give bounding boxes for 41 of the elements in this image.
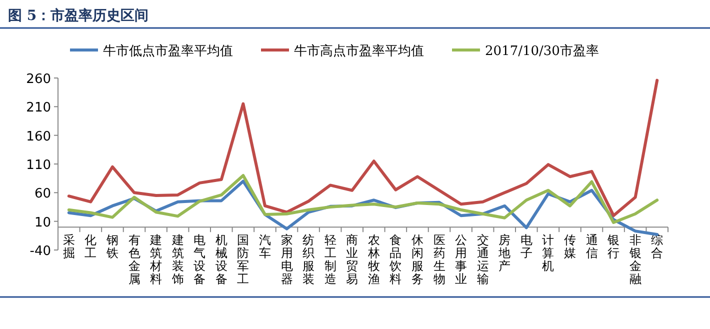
line-series bbox=[67, 78, 659, 218]
x-tick-label: 交通运输 bbox=[476, 233, 489, 286]
x-tick-label: 轻工制造 bbox=[324, 233, 336, 286]
x-tick-label: 电子 bbox=[520, 233, 532, 260]
legend-label: 牛市高点市盈率平均值 bbox=[294, 43, 424, 59]
x-tick-label: 建筑材料 bbox=[149, 233, 162, 286]
x-tick-label: 综合 bbox=[651, 233, 664, 260]
x-tick-label: 钢铁 bbox=[105, 233, 118, 260]
x-tick-label: 电气设备 bbox=[194, 233, 206, 286]
y-tick-label: 110 bbox=[26, 158, 51, 173]
x-tick-label: 通信 bbox=[586, 233, 598, 260]
x-tick-label: 有色金属 bbox=[128, 233, 140, 286]
legend-label: 2017/10/30市盈率 bbox=[485, 43, 599, 59]
x-tick-label: 家用电器 bbox=[280, 233, 293, 286]
y-tick-label: 10 bbox=[34, 215, 51, 230]
y-tick-label: -40 bbox=[30, 244, 51, 259]
x-tick-label: 建筑装饰 bbox=[170, 233, 184, 286]
x-tick-label: 化工 bbox=[84, 233, 97, 260]
legend-label: 牛市低点市盈率平均值 bbox=[103, 43, 233, 59]
y-tick-label: 60 bbox=[34, 186, 51, 202]
x-tick-label: 纺织服装 bbox=[302, 233, 315, 286]
x-tick-label: 计算机 bbox=[542, 233, 554, 274]
x-tick-label: 公用事业 bbox=[455, 233, 468, 286]
x-tick-label: 休闲服务 bbox=[411, 233, 424, 286]
y-tick-label: 210 bbox=[26, 100, 51, 116]
x-tick-label: 食品饮料 bbox=[388, 233, 402, 286]
x-tick-label: 机械设备 bbox=[215, 233, 228, 286]
x-tick-label: 银行 bbox=[606, 233, 620, 260]
x-tick-label: 传媒 bbox=[564, 233, 576, 260]
x-tick-label: 采掘 bbox=[62, 233, 75, 260]
line-series bbox=[67, 174, 659, 224]
x-tick-label: 农林牧渔 bbox=[366, 233, 380, 286]
y-tick-label: 160 bbox=[26, 129, 51, 144]
x-tick-label: 房地产 bbox=[498, 233, 511, 274]
x-tick-label: 医药生物 bbox=[433, 233, 446, 286]
x-tick-label: 汽车 bbox=[258, 233, 271, 260]
y-tick-label: 260 bbox=[26, 72, 51, 87]
chart-title: 图 5：市盈率历史区间 bbox=[8, 7, 149, 24]
x-tick-label: 国防军工 bbox=[237, 233, 250, 286]
x-tick-label: 非银金融 bbox=[628, 233, 642, 286]
x-tick-label: 商业贸易 bbox=[346, 233, 358, 286]
